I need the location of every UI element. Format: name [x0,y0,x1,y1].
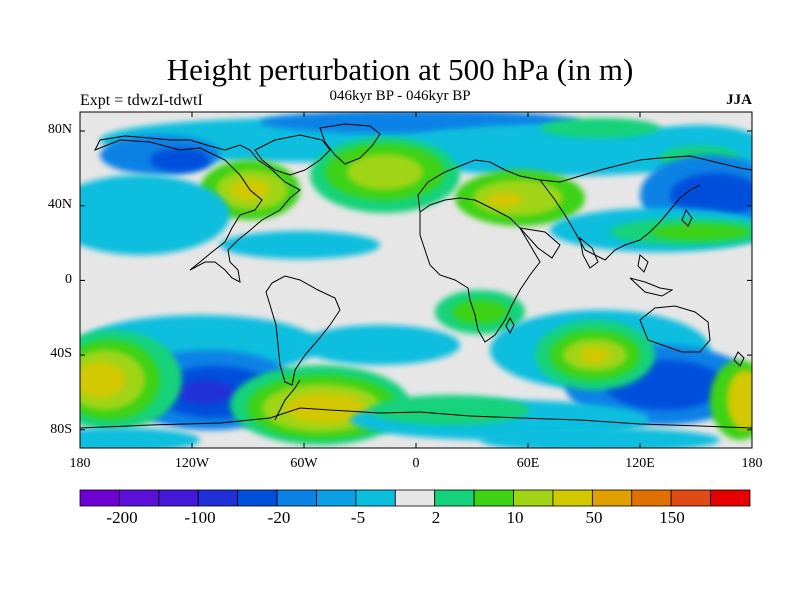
colorbar-swatch [158,489,199,507]
map-title: Height perturbation at 500 hPa (in m) [166,52,634,87]
field-contour-region [480,428,720,448]
colorbar-swatch [79,489,120,507]
field-contour-region [650,224,750,240]
field-contour-region [80,362,125,398]
colorbar-swatch [316,489,357,507]
season-label: JJA [726,92,752,108]
colorbar-swatch [394,489,436,507]
field-contour-region [285,393,365,423]
field-contour-region [220,231,380,259]
field-contour-region [727,370,752,430]
colorbar [79,489,751,507]
colorbar-label: 10 [506,508,524,527]
field-contour-region [487,192,523,208]
axis-ticks [79,112,753,448]
colorbar-swatch [276,489,317,507]
colorbar-swatch [355,489,396,507]
field-contour-region [300,325,460,365]
colorbar-label: 150 [659,508,685,527]
x-tick-label: 0 [412,456,420,471]
experiment-label: Expt = tdwzI-tdwtI [80,92,203,109]
colorbar-label: 50 [585,508,603,527]
x-tick-label: 180 [741,456,763,471]
colorbar-label: -100 [184,508,216,527]
x-tick-label: 180 [69,456,91,471]
colorbar-label: -5 [350,508,366,527]
y-tick-label: 40S [50,346,72,361]
y-tick-label: 0 [65,272,72,287]
field-contour-region [452,300,508,324]
y-tick-label: 80N [47,122,72,137]
colorbar-swatch [473,489,514,507]
colorbar-swatch [670,489,711,507]
y-tick-label: 80S [50,422,72,437]
colorbar-swatch [237,489,278,507]
field-contour-region [370,395,530,425]
field-contour-region [80,175,230,255]
field-contour-region [670,173,752,217]
colorbar-swatch [631,489,672,507]
field-contour-region [80,428,200,448]
colorbar-label: -20 [267,508,291,527]
colorbar-label: 2 [431,508,441,527]
colorbar-swatch [434,489,475,507]
field-contour-region [150,148,210,172]
colorbar-label: -200 [106,508,138,527]
field-contour-region [347,154,423,190]
x-tick-label: 60W [290,456,318,471]
field-contour-region [175,380,235,404]
coastlines [80,123,752,429]
colorbar-swatch [591,489,633,507]
x-tick-label: 120E [625,456,655,471]
map-subtitle: 046kyr BP - 046kyr BP [329,88,471,104]
x-tick-label: 120W [174,456,210,471]
colorbar-swatch [513,489,554,507]
colorbar-swatch [197,489,239,507]
colorbar-swatch [710,489,751,507]
x-tick-label: 60E [516,456,540,471]
field-contour-region [580,347,610,363]
y-tick-label: 40N [47,197,72,212]
field-contour-region [540,118,660,138]
colorbar-swatch [552,489,593,507]
colorbar-swatch [119,489,160,507]
